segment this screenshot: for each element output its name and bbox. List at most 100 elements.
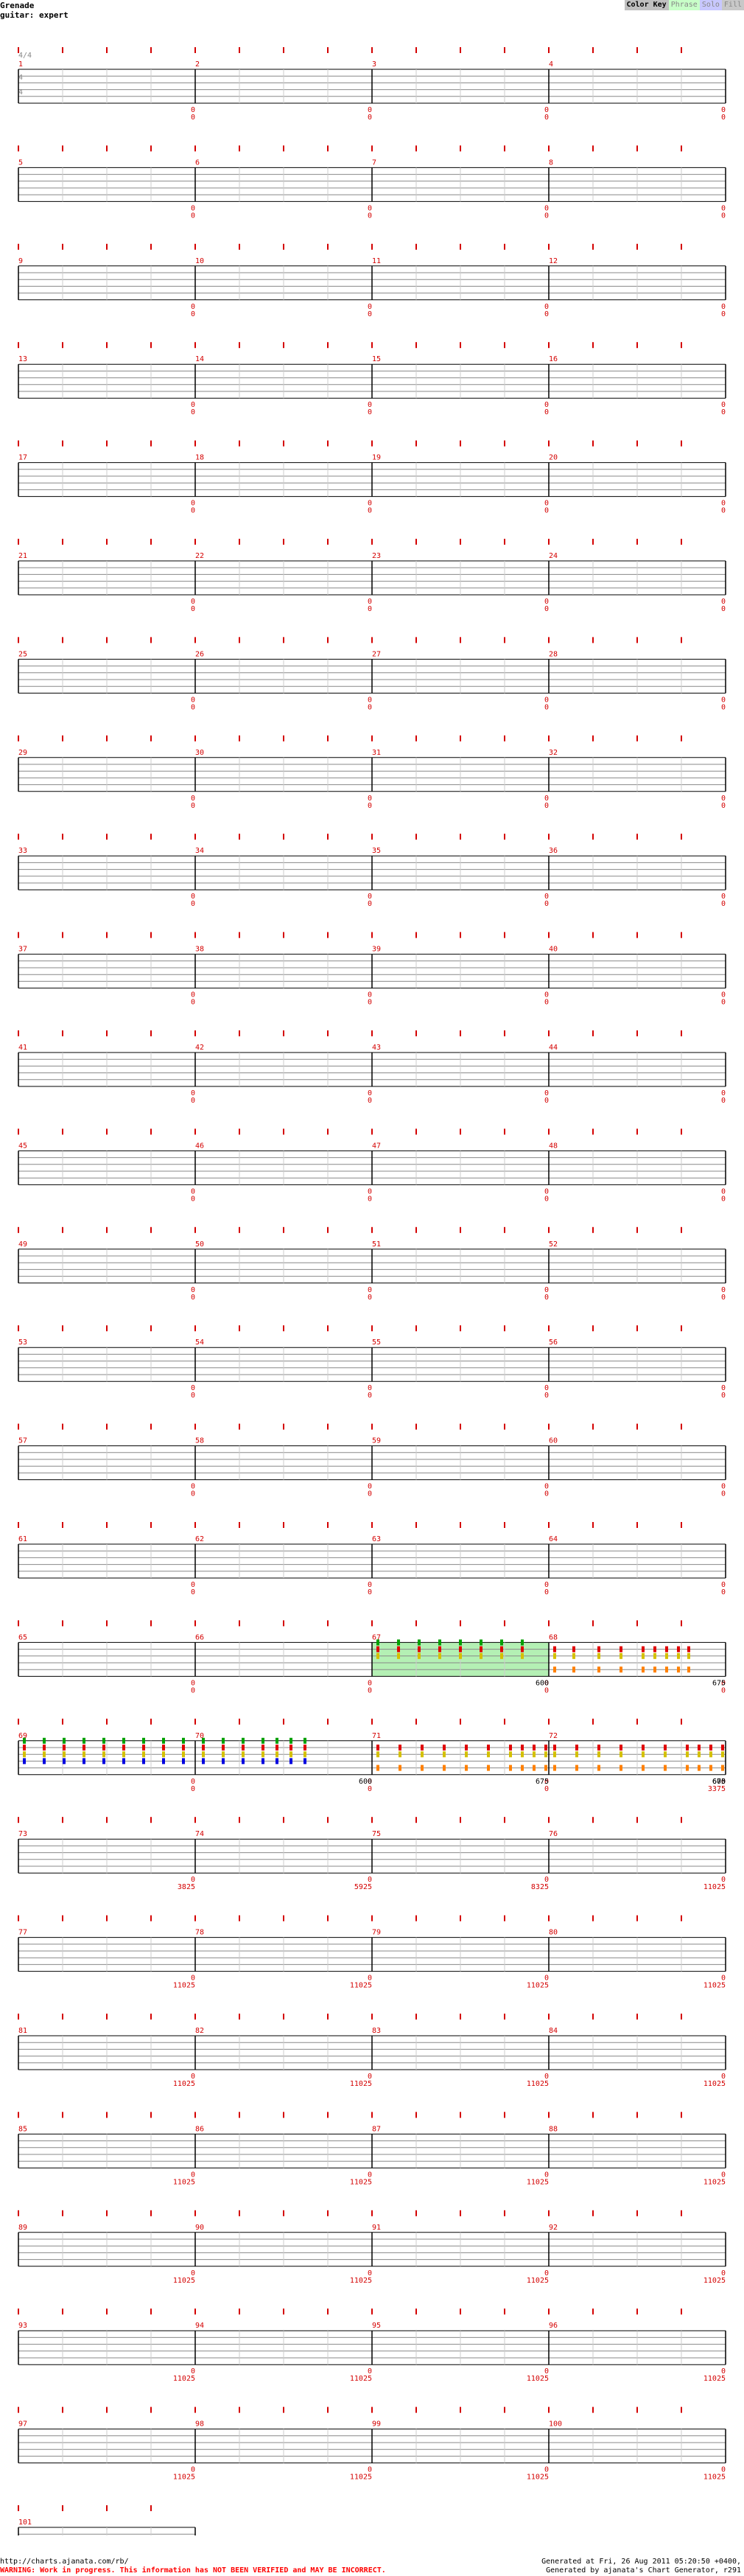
note-gem bbox=[397, 1646, 400, 1652]
beat-marker bbox=[548, 1718, 550, 1725]
measure-number: 53 bbox=[18, 1338, 27, 1347]
note-gem bbox=[597, 1745, 600, 1751]
beat-marker bbox=[371, 243, 373, 250]
beat-marker bbox=[327, 2406, 329, 2413]
beat-marker bbox=[283, 2406, 284, 2413]
beat-marker bbox=[415, 1325, 417, 1332]
cumulative-score: 11025 bbox=[703, 2474, 726, 2482]
beat-marker bbox=[62, 1522, 63, 1528]
beat-marker bbox=[592, 735, 594, 741]
beat-marker bbox=[460, 539, 461, 545]
score-zero: 0 bbox=[368, 2269, 372, 2277]
score-zero: 0 bbox=[191, 1876, 195, 1884]
cumulative-score: 0 bbox=[721, 507, 726, 515]
note-gem bbox=[597, 1652, 600, 1659]
beat-marker bbox=[636, 342, 638, 349]
cumulative-score: 0 bbox=[368, 114, 372, 122]
beat-marker bbox=[62, 1128, 63, 1135]
beat-marker bbox=[460, 1620, 461, 1627]
beat-marker bbox=[239, 1226, 240, 1233]
beat-marker bbox=[18, 2308, 19, 2315]
beat-marker bbox=[106, 145, 108, 152]
beat-marker bbox=[283, 2112, 284, 2118]
beat-marker bbox=[150, 47, 152, 53]
note-gem bbox=[698, 1765, 701, 1771]
note-gem bbox=[544, 1765, 547, 1771]
measure-number: 82 bbox=[195, 2027, 204, 2035]
time-signature: 4/4 bbox=[18, 52, 32, 60]
note-gem bbox=[642, 1646, 645, 1652]
note-gem bbox=[698, 1745, 701, 1751]
beat-marker bbox=[504, 440, 505, 447]
note-gem bbox=[597, 1646, 600, 1652]
beat-marker bbox=[371, 1226, 373, 1233]
beat-marker bbox=[18, 1522, 19, 1528]
cumulative-score: 0 bbox=[721, 114, 726, 122]
beat-marker bbox=[548, 1915, 550, 1921]
beat-marker bbox=[371, 145, 373, 152]
cumulative-score: 0 bbox=[544, 802, 549, 810]
beat-marker bbox=[106, 1226, 108, 1233]
beat-marker bbox=[636, 1915, 638, 1921]
note-count: 675 bbox=[712, 1778, 726, 1786]
note-gem bbox=[480, 1639, 482, 1646]
note-gem bbox=[487, 1765, 490, 1771]
beat-marker bbox=[504, 1817, 505, 1823]
cumulative-score: 0 bbox=[368, 1686, 372, 1694]
score-zero: 0 bbox=[721, 2466, 726, 2474]
note-gem bbox=[202, 1737, 205, 1744]
cumulative-score: 3375 bbox=[708, 1785, 726, 1793]
beat-marker bbox=[283, 735, 284, 741]
beat-marker bbox=[239, 1522, 240, 1528]
beat-marker bbox=[681, 1915, 682, 1921]
note-gem bbox=[698, 1751, 701, 1758]
beat-marker bbox=[592, 1718, 594, 1725]
note-gem bbox=[443, 1765, 446, 1771]
beat-marker bbox=[106, 1718, 108, 1725]
beat-marker bbox=[283, 834, 284, 840]
cumulative-score: 11025 bbox=[173, 2277, 195, 2285]
beat-marker bbox=[460, 1718, 461, 1725]
beat-marker bbox=[62, 637, 63, 643]
score-zero: 0 bbox=[721, 1876, 726, 1884]
note-gem bbox=[399, 1751, 401, 1758]
beat-marker bbox=[681, 145, 682, 152]
beat-marker bbox=[150, 243, 152, 250]
note-gem bbox=[521, 1646, 524, 1652]
note-gem bbox=[572, 1666, 575, 1673]
beat-marker bbox=[636, 1226, 638, 1233]
beat-marker bbox=[592, 637, 594, 643]
beat-marker bbox=[327, 47, 329, 53]
beat-marker bbox=[106, 47, 108, 53]
note-gem bbox=[533, 1765, 536, 1771]
beat-marker bbox=[548, 637, 550, 643]
score-zero: 0 bbox=[191, 1679, 195, 1687]
note-gem bbox=[242, 1737, 245, 1744]
beat-marker bbox=[460, 2210, 461, 2216]
score-zero: 0 bbox=[191, 1975, 195, 1983]
score-zero: 0 bbox=[191, 1778, 195, 1786]
score-zero: 0 bbox=[191, 2269, 195, 2277]
note-count: 675 bbox=[712, 1679, 726, 1687]
score-zero: 0 bbox=[544, 2269, 549, 2277]
measure-number: 92 bbox=[549, 2224, 558, 2232]
beat-marker bbox=[283, 47, 284, 53]
beat-marker bbox=[194, 2210, 196, 2216]
note-gem bbox=[23, 1737, 26, 1744]
note-gem bbox=[289, 1745, 292, 1751]
measure-number: 2 bbox=[195, 60, 200, 69]
measure-number: 59 bbox=[372, 1437, 381, 1445]
note-gem bbox=[23, 1745, 26, 1751]
footer-url[interactable]: http://charts.ajanata.com/rb/ bbox=[0, 2558, 129, 2566]
beat-marker bbox=[548, 1030, 550, 1036]
cumulative-score: 0 bbox=[544, 1785, 549, 1793]
note-gem bbox=[443, 1751, 446, 1758]
note-gem bbox=[262, 1751, 264, 1758]
cumulative-score: 0 bbox=[368, 900, 372, 908]
note-gem bbox=[43, 1751, 46, 1758]
measure-number: 55 bbox=[372, 1338, 381, 1347]
cumulative-score: 0 bbox=[721, 1588, 726, 1596]
measure-number: 10 bbox=[195, 257, 204, 265]
beat-marker bbox=[504, 1522, 505, 1528]
score-zero: 0 bbox=[721, 1581, 726, 1589]
